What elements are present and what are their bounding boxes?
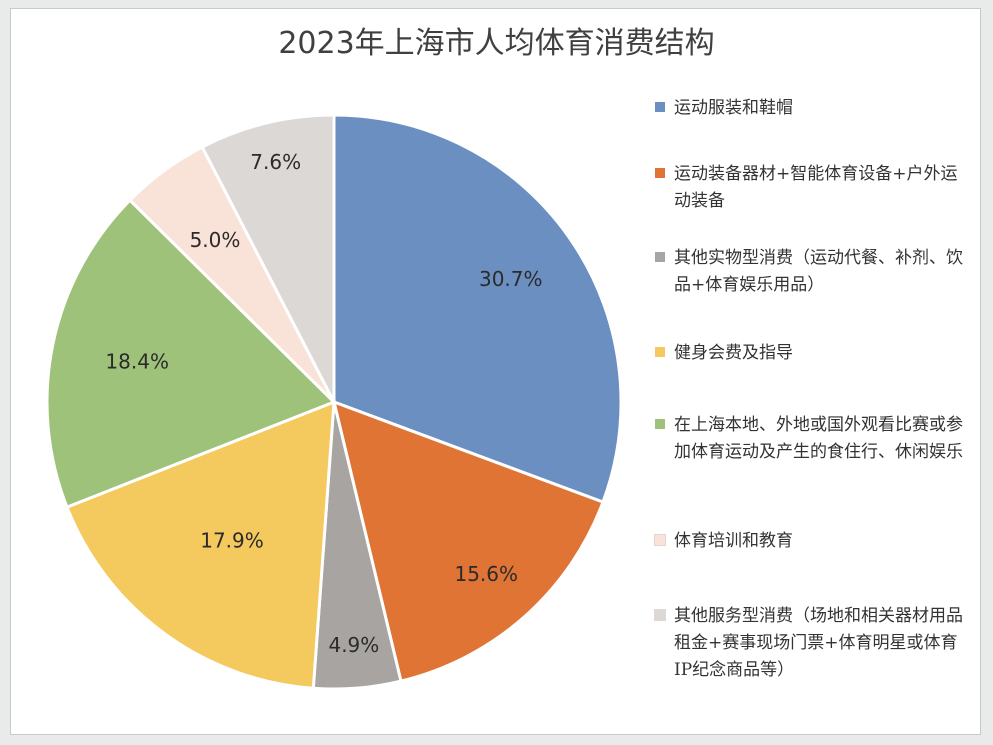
legend-swatch [655, 252, 665, 262]
slice-percent-label: 5.0% [190, 228, 241, 252]
legend-label: 运动装备器材+智能体育设备+户外运动装备 [674, 164, 958, 211]
legend-item: 运动装备器材+智能体育设备+户外运动装备 [655, 161, 975, 215]
legend-label: 健身会费及指导 [674, 343, 793, 363]
legend-label: 体育培训和教育 [674, 531, 793, 551]
legend-item: 其他实物型消费（运动代餐、补剂、饮品+体育娱乐用品） [655, 245, 975, 299]
chart-title: 2023年上海市人均体育消费结构 [278, 26, 715, 61]
slice-percent-label: 7.6% [250, 150, 301, 174]
pie-slice [45, 198, 337, 510]
legend-swatch [654, 534, 666, 546]
legend-label: 其他实物型消费（运动代餐、补剂、饮品+体育娱乐用品） [674, 248, 963, 295]
legend-label: 运动服装和鞋帽 [674, 98, 793, 118]
legend-swatch [655, 102, 665, 112]
slice-percent-label: 17.9% [200, 529, 264, 553]
legend-swatch [655, 168, 665, 178]
legend-swatch [655, 419, 665, 429]
legend-item: 健身会费及指导 [655, 340, 975, 367]
legend-item: 运动服装和鞋帽 [655, 95, 975, 122]
legend-label: 其他服务型消费（场地和相关器材用品租金+赛事现场门票+体育明星或体育IP纪念商品… [674, 606, 963, 680]
pie-slice [332, 113, 623, 505]
slice-percent-label: 15.6% [454, 562, 518, 586]
pie-slice [200, 113, 336, 403]
pie-slice [65, 399, 336, 690]
legend-swatch [655, 347, 665, 357]
slice-percent-label: 30.7% [479, 267, 543, 291]
legend-item: 体育培训和教育 [654, 528, 975, 555]
legend-item: 其他服务型消费（场地和相关器材用品租金+赛事现场门票+体育明星或体育IP纪念商品… [654, 603, 975, 684]
slice-percent-label: 18.4% [105, 350, 169, 374]
legend-swatch [654, 609, 666, 621]
pie-slice [331, 399, 605, 683]
legend-label: 在上海本地、外地或国外观看比赛或参加体育运动及产生的食住行、休闲娱乐 [674, 415, 963, 462]
slice-percent-label: 4.9% [328, 633, 379, 657]
legend-item: 在上海本地、外地或国外观看比赛或参加体育运动及产生的食住行、休闲娱乐 [655, 412, 975, 466]
